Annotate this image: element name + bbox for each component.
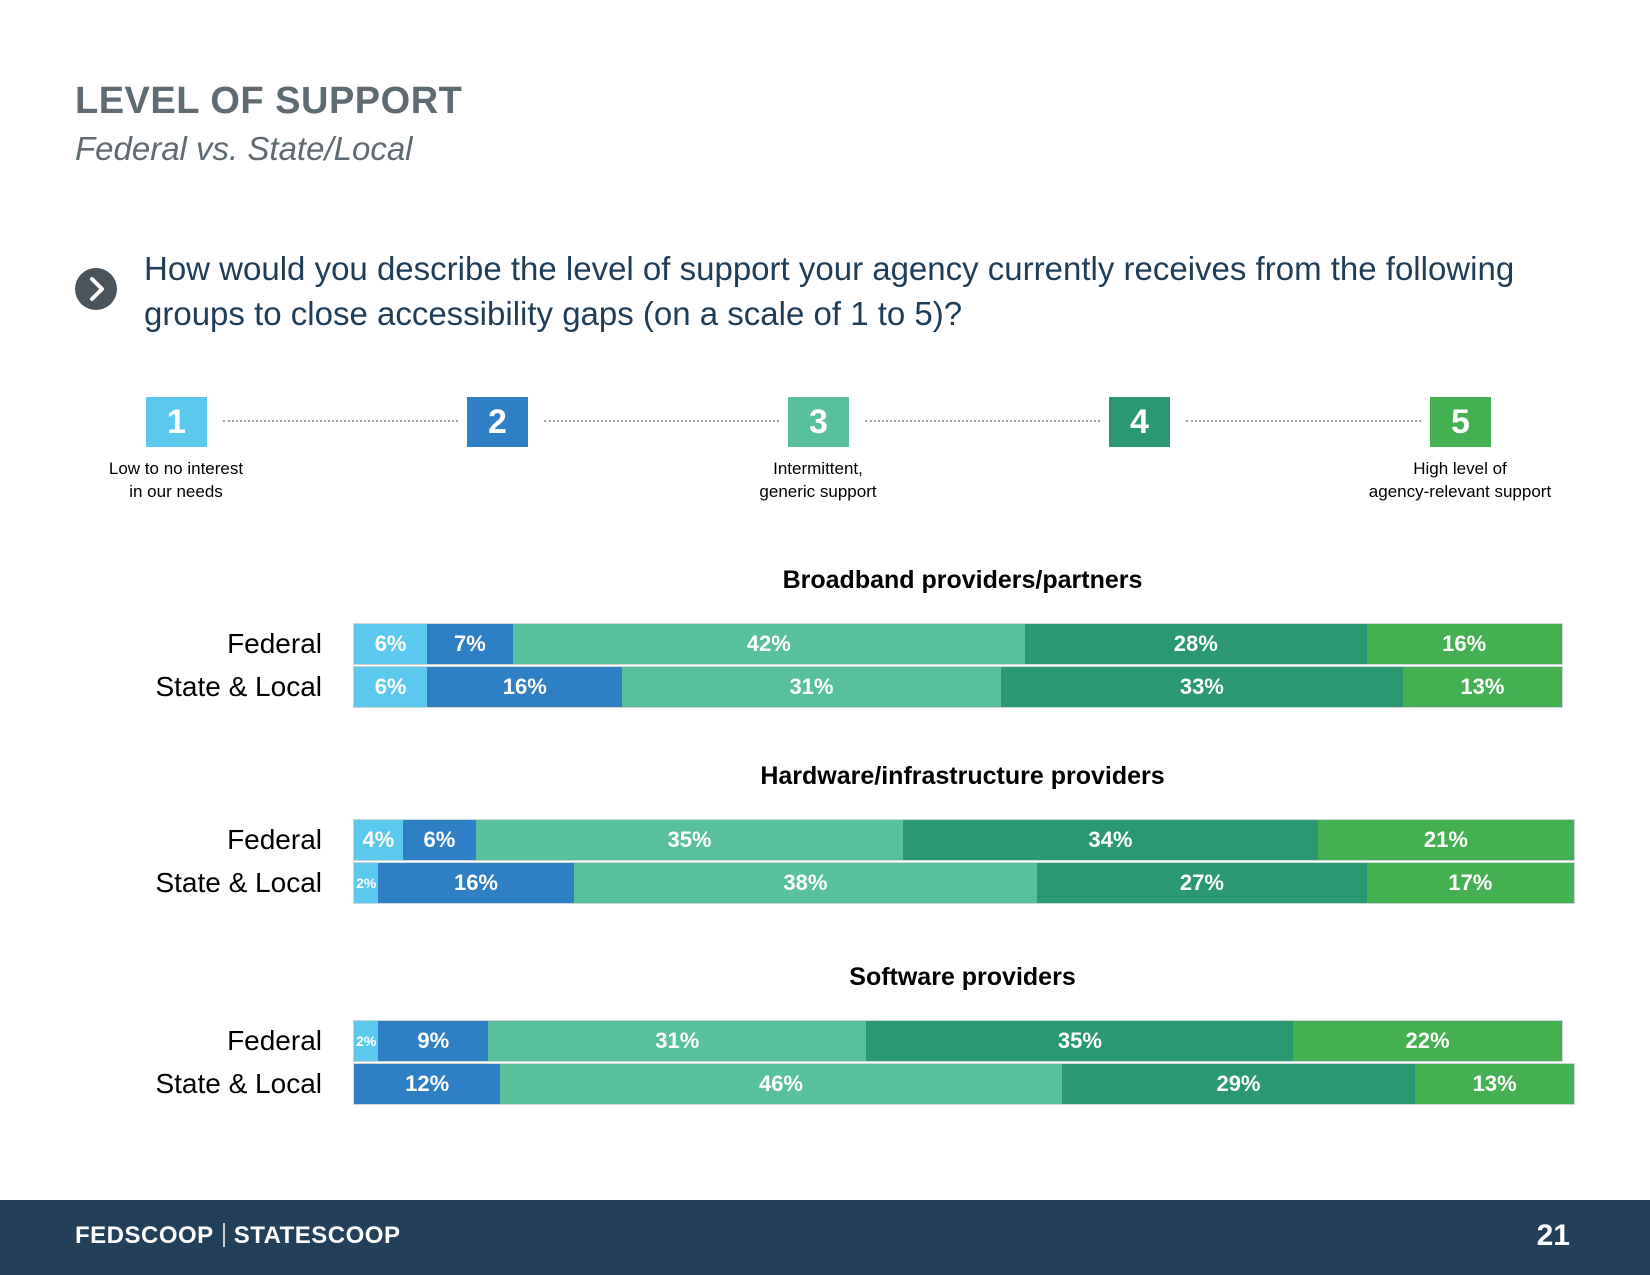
scale-connector — [1186, 420, 1421, 422]
bar-segment: 7% — [427, 624, 513, 664]
bar-segment: 2% — [354, 1021, 379, 1061]
scale-box-2: 2 — [467, 397, 528, 447]
bar-segment: 9% — [378, 1021, 489, 1061]
page-title: LEVEL OF SUPPORT — [75, 80, 463, 122]
scale-desc-5: High level of agency-relevant support — [1368, 459, 1552, 501]
scale-box-3: 3 — [788, 397, 849, 447]
row-label: State & Local — [155, 867, 322, 898]
bar-segment: 35% — [475, 820, 903, 860]
page-number: 21 — [1536, 1219, 1570, 1252]
brand-divider — [222, 1223, 225, 1247]
bar-segment: 6% — [354, 667, 428, 707]
row-label: Federal — [227, 628, 322, 659]
bar-segment: 13% — [1403, 667, 1562, 707]
group-title: Broadband providers/partners — [782, 566, 1143, 594]
scale-connector — [865, 420, 1100, 422]
stacked-bar: 12% 46% 29% 13% — [353, 1063, 1575, 1105]
scale-connector — [544, 420, 779, 422]
stacked-bar: 2% 9% 31% 35% 22% — [353, 1020, 1563, 1062]
row-label: Federal — [227, 824, 322, 855]
stacked-bar: 6% 7% 42% 28% 16% — [353, 623, 1563, 665]
row-label: Federal — [227, 1025, 322, 1056]
scale-box-5: 5 — [1430, 397, 1491, 447]
stacked-bar: 2% 16% 38% 27% 17% — [353, 862, 1575, 904]
bar-segment: 22% — [1293, 1021, 1562, 1061]
bar-segment: 31% — [622, 667, 1001, 707]
bar-segment: 33% — [1000, 667, 1404, 707]
footer-brand: FEDSCOOP STATESCOOP — [75, 1222, 400, 1250]
bar-segment: 6% — [354, 624, 428, 664]
bar-segment: 35% — [866, 1021, 1294, 1061]
stacked-bar: 4% 6% 35% 34% 21% — [353, 819, 1575, 861]
bar-segment: 34% — [902, 820, 1318, 860]
scale-connector — [223, 420, 458, 422]
bar-segment: 31% — [488, 1021, 867, 1061]
group-title: Hardware/infrastructure providers — [760, 762, 1165, 790]
bar-segment: 46% — [500, 1064, 1062, 1104]
bar-segment: 2% — [354, 863, 379, 903]
bar-segment: 17% — [1366, 863, 1574, 903]
bar-segment: 6% — [402, 820, 476, 860]
bar-segment: 21% — [1317, 820, 1574, 860]
bar-segment: 13% — [1415, 1064, 1574, 1104]
bar-segment: 27% — [1037, 863, 1367, 903]
bar-segment: 16% — [378, 863, 574, 903]
stacked-bar: 6% 16% 31% 33% 13% — [353, 666, 1563, 708]
bar-segment: 38% — [573, 863, 1038, 903]
bar-segment: 28% — [1024, 624, 1367, 664]
row-label: State & Local — [155, 671, 322, 702]
bar-segment: 16% — [1366, 624, 1562, 664]
bar-segment: 12% — [354, 1064, 501, 1104]
chevron-right-icon — [75, 268, 117, 310]
page-subtitle: Federal vs. State/Local — [75, 130, 413, 167]
brand-fedscoop: FEDSCOOP — [75, 1222, 214, 1249]
survey-question: How would you describe the level of supp… — [144, 250, 1515, 332]
scale-box-4: 4 — [1109, 397, 1170, 447]
scale-desc-1: Low to no interest in our needs — [108, 459, 244, 501]
footer: FEDSCOOP STATESCOOP 21 — [0, 1200, 1650, 1275]
bar-segment: 16% — [427, 667, 623, 707]
scale-box-1: 1 — [146, 397, 207, 447]
bar-segment: 29% — [1061, 1064, 1416, 1104]
group-title: Software providers — [849, 963, 1076, 991]
row-label: State & Local — [155, 1068, 322, 1099]
brand-statescoop: STATESCOOP — [233, 1222, 401, 1249]
bar-segment: 42% — [512, 624, 1025, 664]
bar-segment: 4% — [354, 820, 403, 860]
scale-desc-3: Intermittent, generic support — [759, 459, 877, 501]
